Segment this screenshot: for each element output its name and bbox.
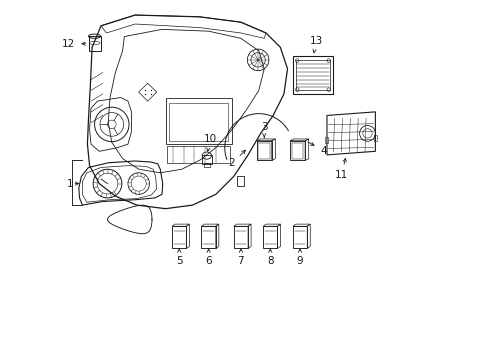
- Text: 8: 8: [266, 249, 273, 266]
- Bar: [295, 60, 329, 90]
- Bar: [167, 145, 230, 163]
- Text: 4: 4: [307, 142, 326, 156]
- Bar: [165, 98, 231, 144]
- Bar: [88, 36, 101, 51]
- Bar: [292, 56, 332, 94]
- Text: 13: 13: [309, 36, 323, 53]
- Bar: [373, 135, 376, 141]
- Bar: [325, 136, 327, 143]
- Text: 3: 3: [261, 122, 267, 138]
- Text: 11: 11: [334, 158, 347, 180]
- Text: 12: 12: [62, 39, 85, 49]
- Text: 9: 9: [296, 249, 303, 266]
- Text: 1: 1: [67, 179, 74, 189]
- Text: 6: 6: [205, 249, 211, 266]
- Text: 10: 10: [203, 134, 217, 151]
- Bar: [237, 176, 244, 186]
- Text: 5: 5: [176, 249, 182, 266]
- Bar: [202, 155, 211, 164]
- Bar: [169, 103, 228, 140]
- Bar: [203, 163, 210, 167]
- Text: 2: 2: [228, 150, 245, 168]
- Text: 7: 7: [237, 249, 244, 266]
